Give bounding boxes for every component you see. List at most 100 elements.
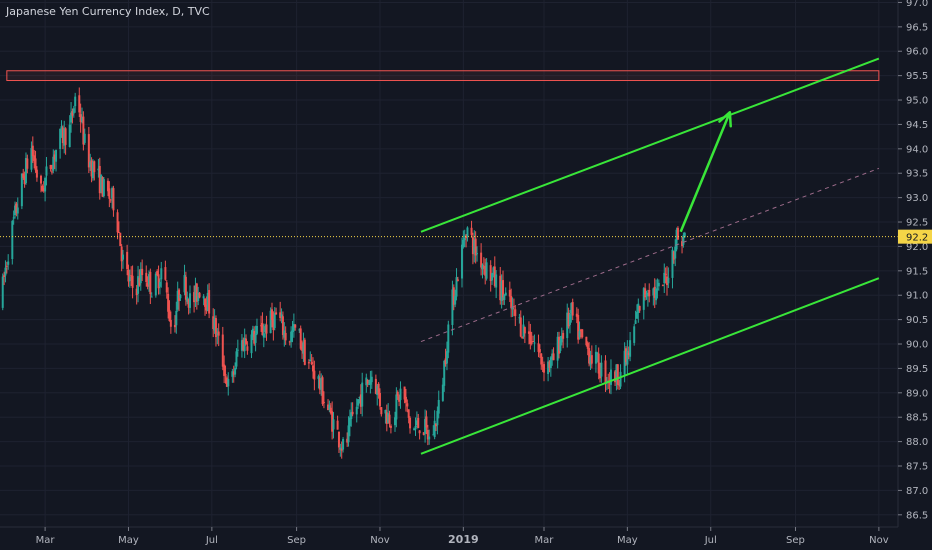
- price-tick-label: 87.5: [906, 462, 928, 473]
- candle-down: [288, 340, 291, 346]
- candle-down: [53, 150, 56, 170]
- candle-body: [322, 401, 325, 403]
- candle-body: [521, 336, 524, 338]
- candle-body: [615, 364, 618, 382]
- candle-body: [674, 246, 677, 259]
- candle-down: [217, 323, 220, 347]
- candle-up: [280, 308, 283, 324]
- candle-down: [514, 304, 517, 327]
- candle-down: [184, 271, 187, 306]
- candle-up: [481, 263, 484, 279]
- candle-up: [463, 229, 466, 248]
- candle-body: [255, 325, 258, 334]
- candle-up: [188, 285, 191, 314]
- candle-down: [489, 260, 492, 292]
- candle-up: [566, 303, 569, 348]
- candle-body: [264, 326, 267, 333]
- candle-up: [370, 370, 373, 389]
- candle-body: [309, 359, 312, 362]
- candle-body: [614, 371, 617, 383]
- candle-body: [351, 411, 354, 415]
- candle-up: [395, 387, 398, 428]
- candle-body: [208, 290, 211, 314]
- price-tick-label: 95.5: [906, 71, 928, 82]
- candle-body: [374, 378, 377, 394]
- candle-down: [599, 362, 602, 383]
- candle-body: [422, 432, 425, 435]
- resistance-zone-box: [6, 70, 880, 82]
- candle-body: [336, 420, 339, 430]
- candle-up: [14, 201, 17, 219]
- candle-body: [290, 331, 293, 342]
- candle-up: [436, 406, 439, 435]
- candle-up: [578, 321, 581, 340]
- candle-down: [672, 250, 675, 264]
- candle-up: [251, 325, 254, 341]
- candle-body: [514, 309, 517, 316]
- candle-body: [139, 269, 142, 284]
- candle-body: [366, 379, 369, 384]
- candle-up: [451, 280, 454, 336]
- candle-down: [223, 355, 226, 384]
- candle-body: [141, 268, 144, 275]
- candle-down: [79, 103, 82, 133]
- candle-down: [577, 308, 580, 344]
- candle-body: [609, 369, 612, 385]
- candle-down: [214, 315, 217, 347]
- price-axis[interactable]: 97.0 96.5 96.0 95.5 95.0 94.5 94.0 93.5 93.0 92.5…: [897, 0, 932, 550]
- candle-up: [72, 105, 75, 118]
- candle-down: [540, 353, 543, 370]
- candle-down: [119, 232, 122, 247]
- candle-up: [55, 149, 58, 172]
- time-tick-label: Jul: [205, 535, 218, 546]
- candle-down: [616, 363, 619, 390]
- candle-up: [74, 92, 77, 113]
- candle-body: [523, 327, 526, 334]
- candle-body: [301, 347, 304, 351]
- time-axis[interactable]: Mar May Jul Sep Nov 2019 Mar May Jul Sep Nov: [0, 526, 932, 550]
- candle-up: [518, 313, 521, 324]
- price-tick-label: 87.0: [906, 486, 928, 497]
- candle-body: [407, 409, 410, 418]
- candle-down: [571, 298, 574, 321]
- candle-body: [511, 307, 514, 310]
- candle-body: [575, 313, 578, 317]
- candle-down: [653, 278, 656, 309]
- candle-up: [216, 328, 219, 345]
- candle-body: [269, 310, 272, 334]
- candle-body: [251, 328, 254, 337]
- candle-up: [63, 120, 66, 154]
- candle-down: [541, 356, 544, 373]
- candle-up: [428, 429, 431, 445]
- price-tick-label: 93.5: [906, 169, 928, 180]
- candle-down: [484, 258, 487, 285]
- candle-body: [445, 351, 448, 364]
- candle-down: [480, 243, 483, 276]
- candle-body: [213, 317, 216, 331]
- candle-down: [558, 331, 561, 359]
- candle-down: [527, 321, 530, 345]
- candle-up: [44, 176, 47, 202]
- candle-body: [156, 271, 159, 276]
- candle-up: [615, 364, 618, 391]
- candle-up: [122, 249, 125, 269]
- candle-down: [396, 390, 399, 400]
- candle-down: [131, 265, 134, 299]
- candle-up: [60, 120, 63, 138]
- candle-body: [585, 336, 588, 346]
- candle-down: [590, 345, 593, 369]
- candle-up: [235, 348, 238, 370]
- candle-down: [313, 360, 316, 391]
- candle-body: [588, 348, 591, 364]
- candle-up: [236, 339, 239, 357]
- candle-body: [214, 318, 217, 338]
- candle-body: [560, 335, 563, 343]
- candle-down: [493, 256, 496, 288]
- candle-down: [303, 337, 306, 366]
- candle-body: [74, 96, 77, 107]
- candle-body: [302, 342, 305, 354]
- candle-body: [597, 353, 600, 374]
- candle-body: [254, 333, 257, 343]
- candle-body: [388, 414, 391, 424]
